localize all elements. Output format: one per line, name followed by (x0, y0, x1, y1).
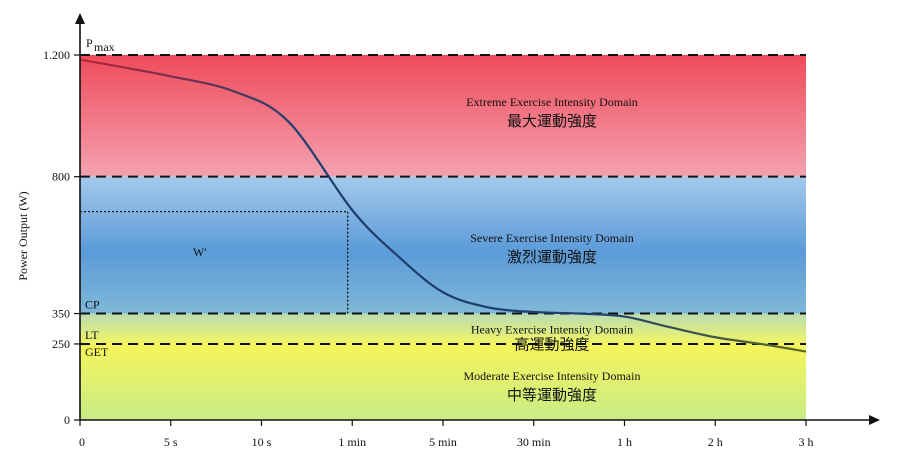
axes: 0 250 350 800 1.200 0 5 s 10 s 1 min 5 min 30 min 1… (16, 13, 880, 449)
threshold-lines (80, 54, 806, 345)
x-axis-arrow-icon (869, 415, 880, 425)
x-tick-label: 5 s (164, 435, 178, 449)
y-axis-arrow-icon (75, 13, 85, 24)
get-label: GET (85, 345, 109, 359)
x-tick-label: 30 min (517, 435, 551, 449)
lt-label: LT (85, 328, 99, 342)
x-tick-label: 2 h (708, 435, 723, 449)
cp-label: CP (85, 298, 100, 312)
power-curve-line (79, 58, 807, 353)
heavy-band (80, 313, 806, 344)
y-axis-label: Power Output (W) (16, 191, 30, 280)
y-tick-label: 800 (52, 170, 70, 184)
domain-label-en: Moderate Exercise Intensity Domain (464, 369, 641, 383)
x-tick-label: 0 (79, 435, 85, 449)
y-tick-label: 0 (64, 413, 70, 427)
domain-label-zh: 高運動強度 (514, 336, 589, 354)
moderate-band (80, 343, 806, 420)
x-tick-label: 1 min (338, 435, 366, 449)
y-tick-label: 250 (52, 337, 70, 351)
w-prime-label: W′ (193, 245, 207, 259)
y-tick-label: 1.200 (43, 48, 70, 62)
x-tick-label: 5 min (429, 435, 457, 449)
domain-label-en: Heavy Exercise Intensity Domain (471, 323, 633, 337)
power-curve (79, 58, 807, 353)
severe-band (80, 176, 806, 314)
domain-label-zh: 中等運動強度 (507, 386, 597, 404)
domain-label-en: Extreme Exercise Intensity Domain (466, 95, 638, 109)
x-tick-label: 1 h (617, 435, 632, 449)
domain-label-zh: 激烈運動強度 (507, 248, 597, 266)
pmax-subscript: max (94, 40, 115, 54)
pmax-label: P (86, 36, 93, 50)
w-prime-guide (80, 210, 349, 314)
x-tick-label: 3 h (799, 435, 814, 449)
x-tick-label: 10 s (252, 435, 272, 449)
domain-bands (80, 55, 806, 420)
extreme-band (80, 55, 806, 177)
domain-label-en: Severe Exercise Intensity Domain (470, 231, 634, 245)
domain-label-zh: 最大運動強度 (507, 112, 597, 130)
y-tick-label: 350 (52, 307, 70, 321)
